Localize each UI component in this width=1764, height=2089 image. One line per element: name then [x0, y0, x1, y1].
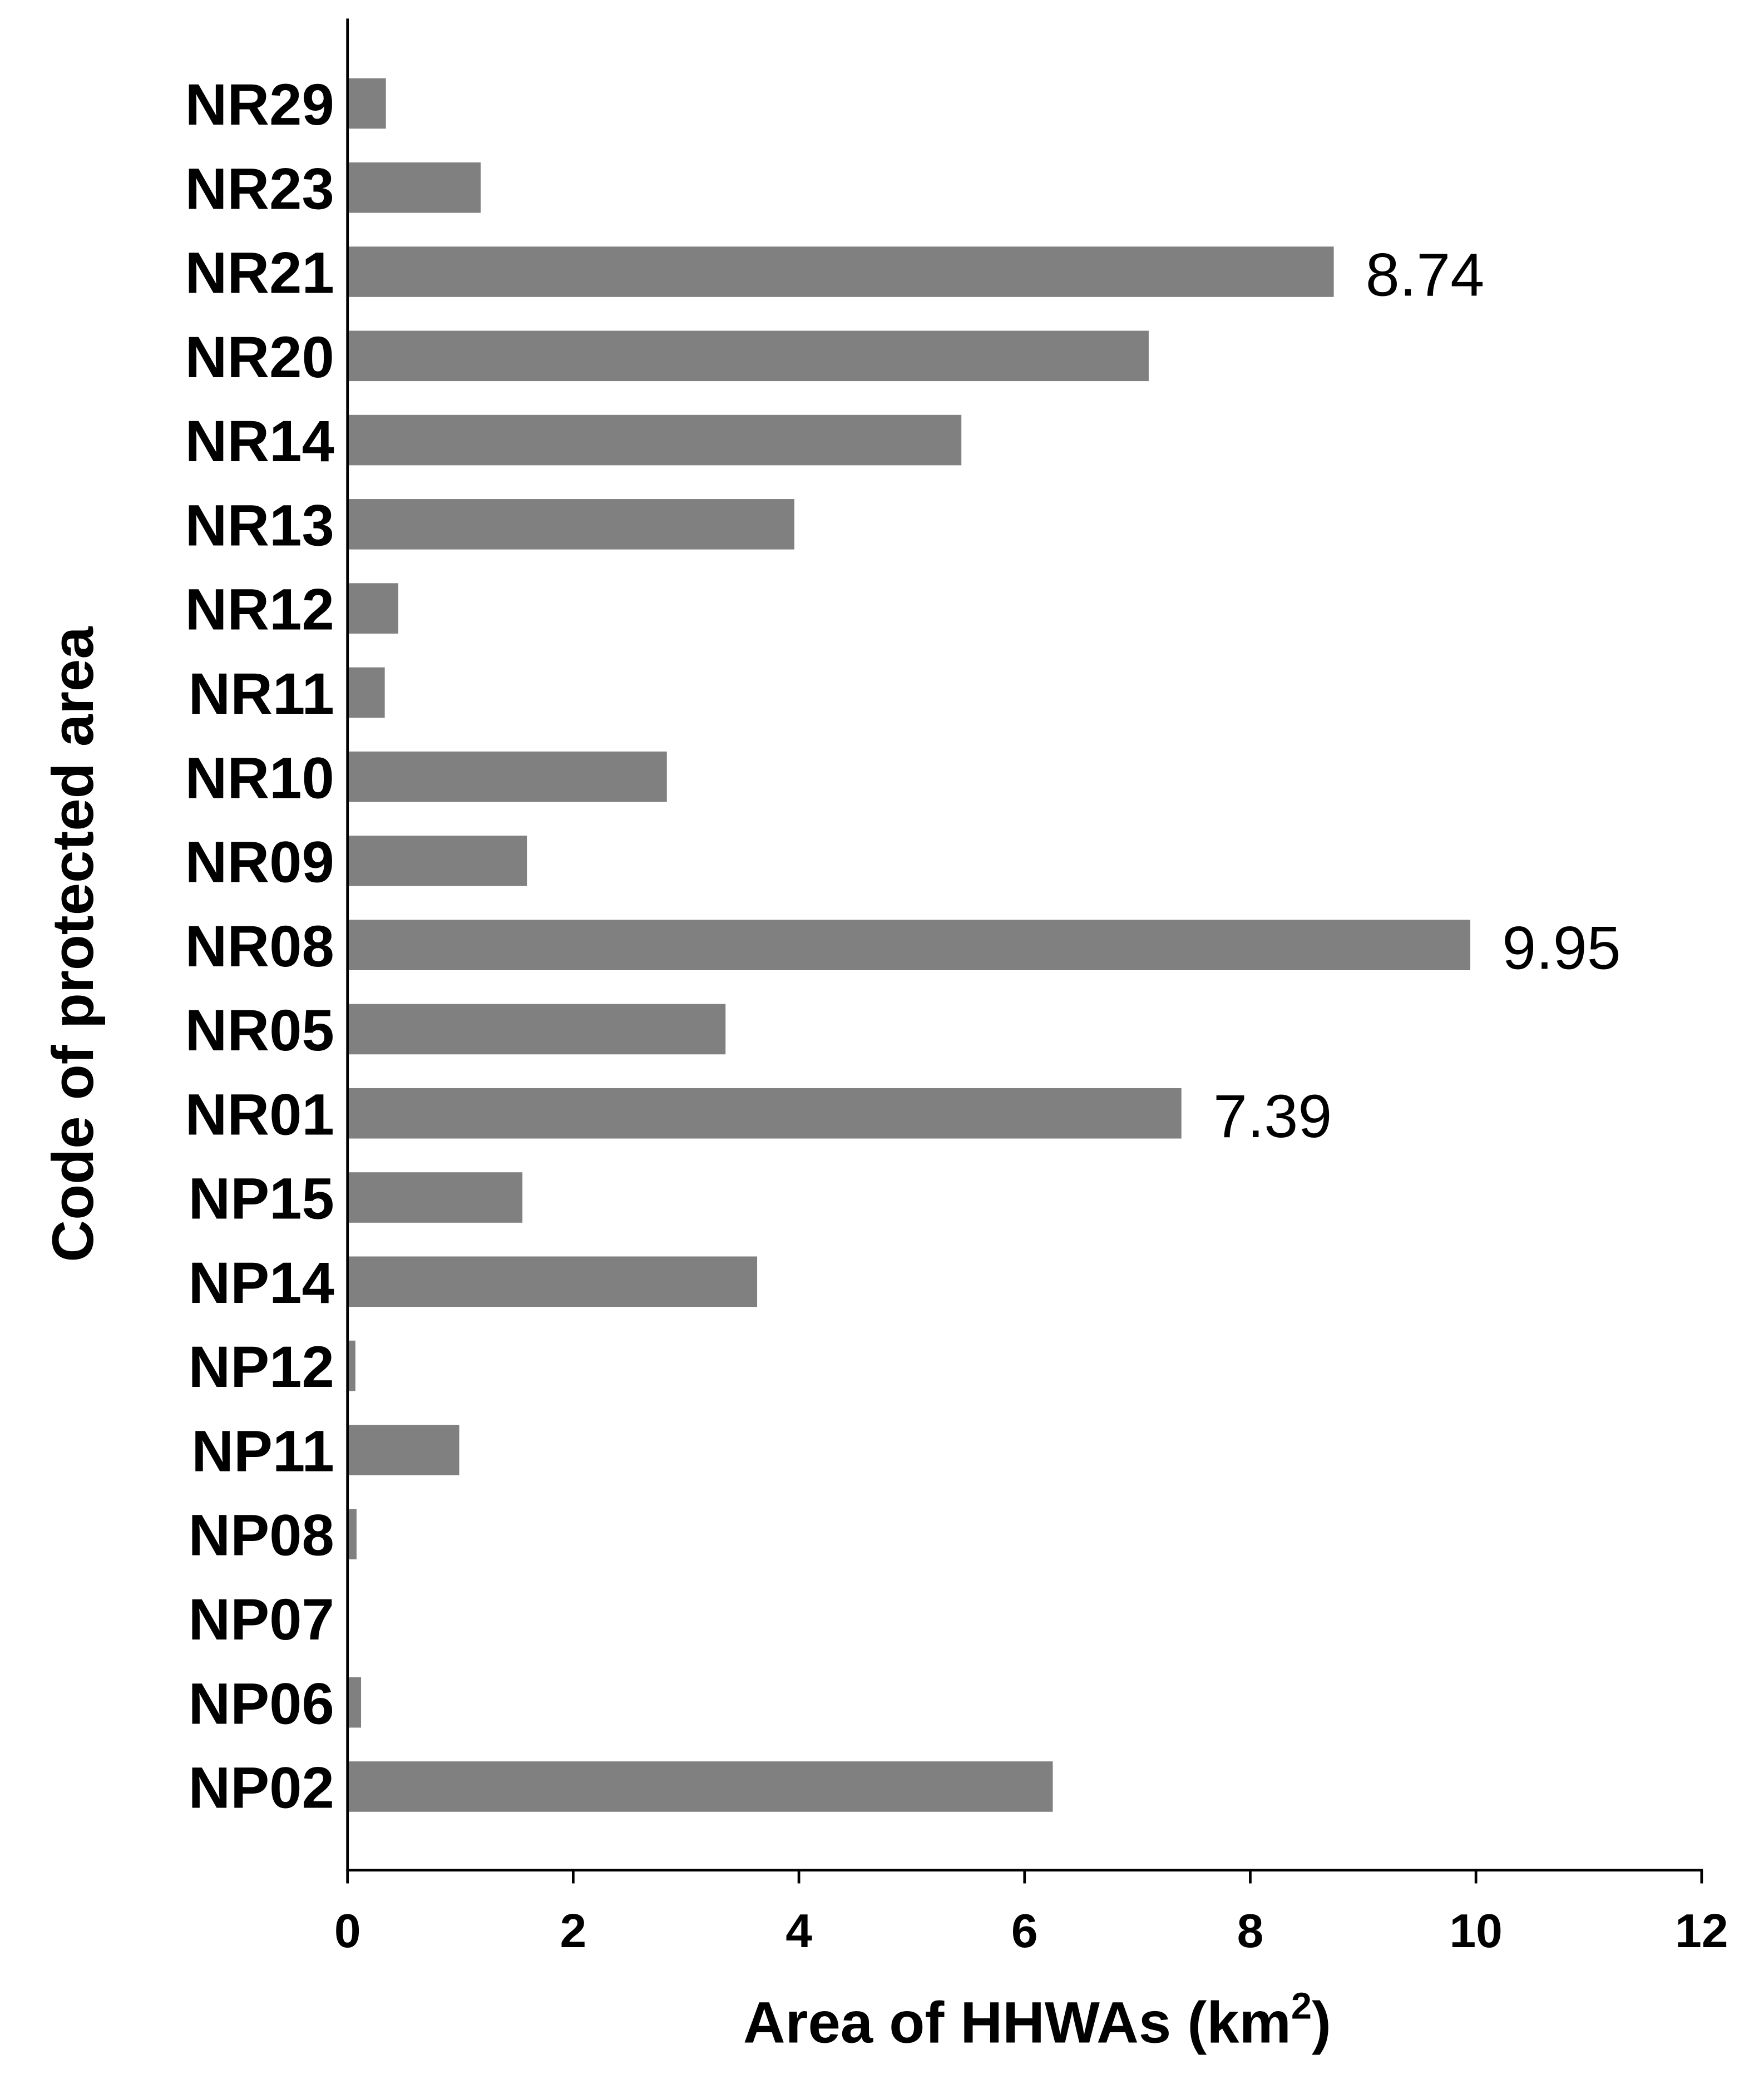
bar-nr08 [347, 920, 1471, 970]
bar-nr10 [347, 751, 667, 802]
bar-nr29 [347, 78, 386, 129]
bar-nr05 [347, 1004, 726, 1055]
x-tick-label: 0 [334, 1904, 361, 1958]
x-tick-label: 4 [785, 1904, 812, 1958]
category-label: NR11 [188, 661, 334, 727]
category-label: NR08 [185, 914, 334, 979]
bar-nr13 [347, 499, 794, 550]
data-label-nr08: 9.95 [1502, 915, 1620, 982]
y-axis-title: Code of protected area [41, 626, 106, 1262]
bar-nr01 [347, 1088, 1182, 1139]
category-label: NP12 [188, 1335, 334, 1400]
bar-nr09 [347, 836, 527, 886]
bar-nr23 [347, 162, 481, 213]
category-label: NP02 [188, 1756, 334, 1821]
bar-np08 [347, 1509, 357, 1559]
category-label: NP06 [188, 1671, 334, 1736]
category-label: NP11 [191, 1419, 334, 1484]
bar-nr20 [347, 330, 1149, 382]
bar-np12 [347, 1340, 355, 1391]
data-label-nr21: 8.74 [1366, 241, 1484, 309]
category-label: NR23 [185, 156, 334, 221]
x-tick-label: 12 [1675, 1904, 1728, 1958]
category-label: NR05 [185, 998, 334, 1063]
bar-nr21 [347, 246, 1334, 297]
bar-np06 [347, 1677, 362, 1728]
category-label: NR13 [185, 493, 334, 558]
category-label: NR09 [185, 830, 334, 895]
bar-np14 [347, 1256, 758, 1307]
category-label: NR01 [185, 1082, 334, 1147]
x-tick-label: 2 [560, 1904, 587, 1958]
bar-nr11 [347, 667, 385, 718]
category-label: NR14 [185, 409, 334, 474]
bar-nr14 [347, 414, 962, 466]
x-tick-label: 10 [1449, 1904, 1502, 1958]
category-label: NP15 [188, 1167, 334, 1232]
category-label: NR21 [185, 241, 334, 306]
category-label: NR10 [185, 745, 334, 811]
bar-np11 [347, 1425, 459, 1475]
category-label: NP07 [188, 1587, 334, 1652]
category-label: NP14 [188, 1251, 334, 1316]
category-label: NP08 [188, 1503, 334, 1568]
category-label: NR29 [185, 72, 334, 137]
x-tick-label: 6 [1011, 1904, 1038, 1958]
bar-np15 [347, 1172, 523, 1223]
x-tick-label: 8 [1237, 1904, 1264, 1958]
x-axis-title: Area of HHWAs (km2) [743, 1986, 1331, 2056]
category-label: NR12 [185, 577, 334, 643]
category-label: NR20 [185, 325, 334, 390]
bar-np02 [347, 1761, 1053, 1812]
bar-nr12 [347, 583, 398, 634]
data-label-nr01: 7.39 [1213, 1083, 1332, 1150]
